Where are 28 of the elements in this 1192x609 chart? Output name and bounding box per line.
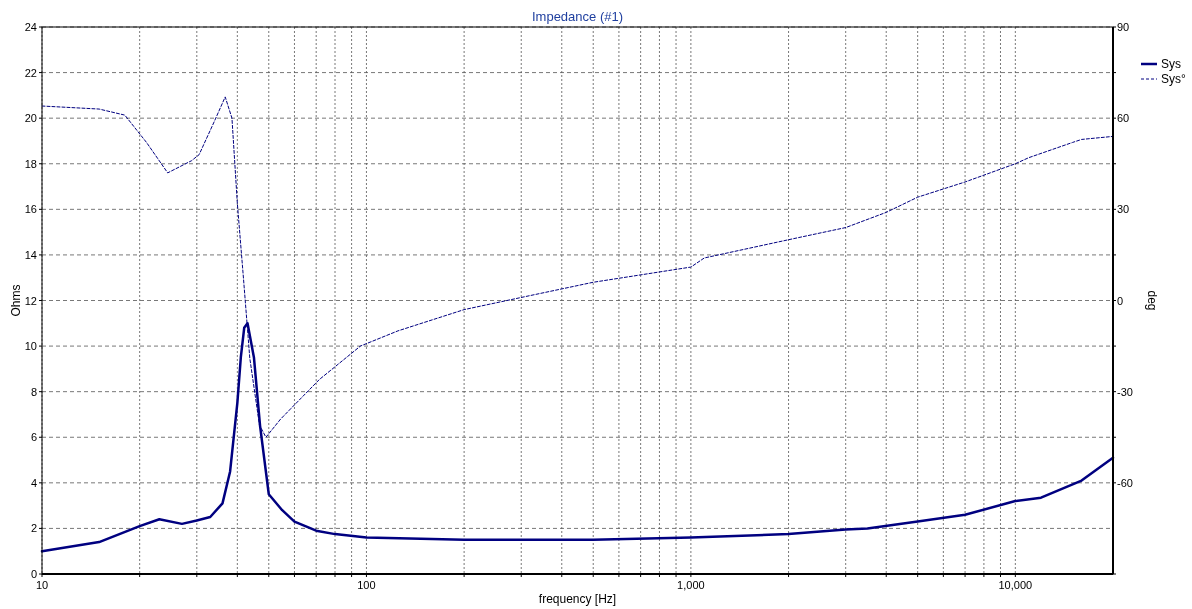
y-tick-label: 24 xyxy=(24,21,37,33)
y-tick-label: 22 xyxy=(24,66,37,79)
x-tick-label: 10,000 xyxy=(998,579,1033,591)
y2-tick-label: 60 xyxy=(1117,112,1130,125)
y2-tick-label: 30 xyxy=(1117,203,1130,216)
y2-tick-label: 90 xyxy=(1117,21,1130,33)
y-tick-label: 0 xyxy=(30,568,37,580)
y2-axis-title: deg xyxy=(1145,290,1159,311)
y2-tick-label: 0 xyxy=(1117,294,1124,307)
x-tick-label: 100 xyxy=(357,579,376,591)
y-tick-label: 20 xyxy=(24,112,37,125)
legend-label: Sys° xyxy=(1161,72,1186,86)
x-axis-title: frequency [Hz] xyxy=(538,592,617,606)
y2-tick-label: -30 xyxy=(1117,385,1133,398)
y-tick-label: 10 xyxy=(24,340,37,353)
y-tick-label: 18 xyxy=(24,157,37,170)
y-tick-label: 6 xyxy=(30,431,37,444)
x-tick-label: 1,000 xyxy=(677,579,705,591)
y-tick-label: 12 xyxy=(24,294,37,307)
legend-label: Sys xyxy=(1161,57,1182,71)
y2-tick-label: -60 xyxy=(1117,476,1133,489)
y-tick-label: 16 xyxy=(24,203,37,216)
y-tick-label: 2 xyxy=(30,522,37,535)
y-axis-title: Ohms xyxy=(9,284,23,317)
y-tick-label: 8 xyxy=(30,385,37,398)
y-tick-label: 14 xyxy=(24,248,37,261)
y-tick-label: 4 xyxy=(30,476,37,489)
chart-title: Impedance (#1) xyxy=(531,9,624,24)
